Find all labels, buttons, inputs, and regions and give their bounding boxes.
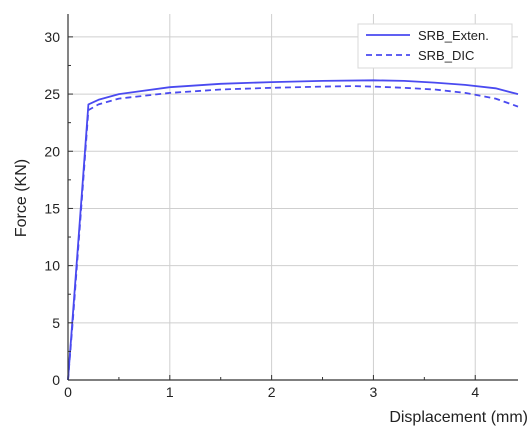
y-tick-label: 30 (44, 29, 60, 45)
y-tick-label: 25 (44, 86, 60, 102)
x-tick-label: 4 (471, 384, 479, 400)
x-tick-label: 0 (64, 384, 72, 400)
y-tick-label: 10 (44, 258, 60, 274)
x-tick-label: 1 (166, 384, 174, 400)
legend-box (357, 23, 513, 69)
grid (67, 14, 518, 381)
series-lines (67, 79, 519, 381)
series-line-2 (67, 85, 519, 381)
x-axis-label: Displacement (mm) (389, 409, 528, 426)
ticks: 0 1 2 3 4 0 5 10 15 20 25 30 (44, 29, 479, 400)
y-axis-label: Force (KN) (13, 159, 30, 237)
y-tick-label: 20 (44, 143, 60, 159)
series-line-1 (67, 79, 519, 381)
legend: SRB_Exten. SRB_DIC (357, 23, 513, 69)
axes (67, 14, 518, 381)
x-tick-label: 3 (370, 384, 378, 400)
legend-label: SRB_DIC (418, 48, 474, 63)
y-tick-label: 0 (52, 372, 60, 388)
y-tick-label: 15 (44, 200, 60, 216)
legend-label: SRB_Exten. (418, 28, 489, 43)
y-tick-label: 5 (52, 315, 60, 331)
x-tick-label: 2 (268, 384, 276, 400)
